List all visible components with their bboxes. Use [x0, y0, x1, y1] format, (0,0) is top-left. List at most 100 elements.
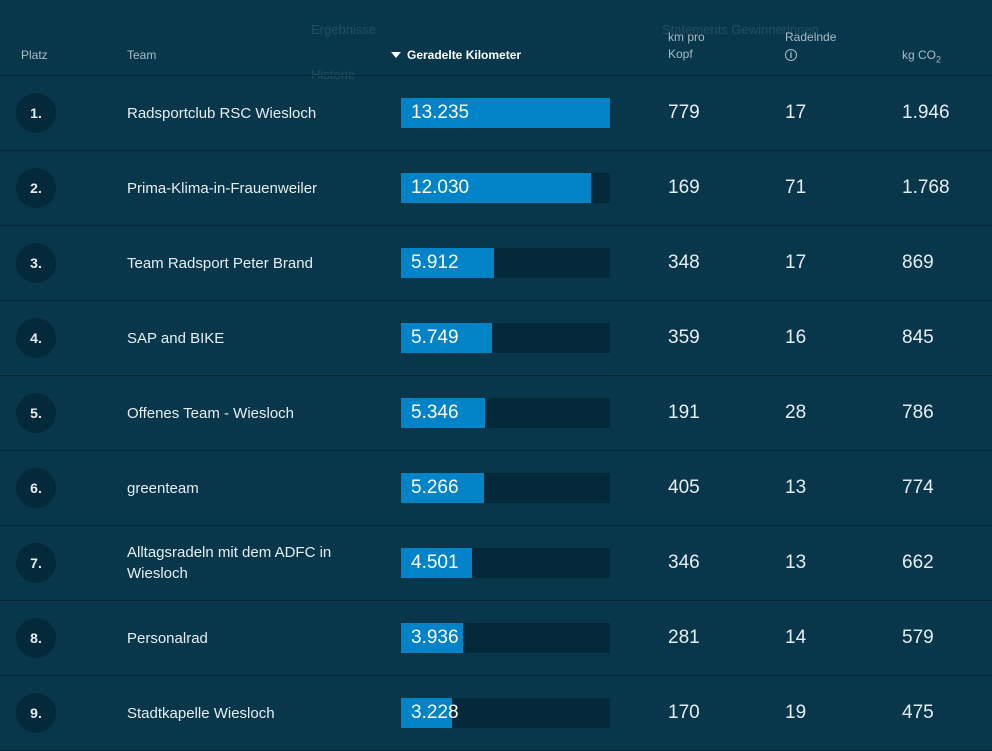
km-bar-fill	[401, 173, 591, 203]
table-row[interactable]: 2. Prima-Klima-in-Frauenweiler 12.030 16…	[0, 151, 992, 226]
km-value: 13.235	[411, 102, 470, 123]
ranking-table: 1. Radsportclub RSC Wiesloch 13.235 779 …	[0, 76, 992, 751]
co2-value: 1.768	[902, 177, 950, 198]
header-km-label: Geradelte Kilometer	[407, 48, 522, 62]
table-row[interactable]: 9. Stadtkapelle Wiesloch 3.228 170 19 47…	[0, 676, 992, 751]
rank-badge: 8.	[16, 618, 56, 658]
background-tab-statements: Statements Gewinnerinnen	[662, 22, 819, 37]
background-tab-history: Historie	[311, 67, 356, 82]
rank-badge: 3.	[16, 243, 56, 283]
km-bar: 5.749	[401, 323, 610, 353]
km-value: 5.346	[411, 402, 459, 423]
rank-badge: 1.	[16, 93, 56, 133]
team-name[interactable]: Stadtkapelle Wiesloch	[127, 704, 275, 722]
km-per-head-value: 359	[668, 327, 700, 348]
km-value: 5.912	[411, 252, 459, 273]
km-per-head-value: 405	[668, 477, 700, 498]
km-per-head-value: 281	[668, 627, 700, 648]
riders-value: 17	[785, 252, 807, 273]
km-per-head-value: 169	[668, 177, 700, 198]
co2-value: 579	[902, 627, 934, 648]
rank-badge: 5.	[16, 393, 56, 433]
km-bar: 3.936	[401, 623, 610, 653]
km-bar: 5.266	[401, 473, 610, 503]
riders-value: 71	[785, 177, 807, 198]
header-km-per-head-line1: km pro	[668, 30, 705, 44]
km-value: 3.936	[411, 627, 459, 648]
km-bar: 12.030	[401, 173, 610, 203]
header-team[interactable]: Team	[127, 48, 157, 62]
table-row[interactable]: 7. Alltagsradeln mit dem ADFC in Wiesloc…	[0, 526, 992, 601]
km-bar: 5.346	[401, 398, 610, 428]
team-name[interactable]: Team Radsport Peter Brand	[127, 254, 313, 272]
km-bar-fill	[401, 548, 473, 578]
table-row[interactable]: 6. greenteam 5.266 405 13 774	[0, 451, 992, 526]
table-row[interactable]: 1. Radsportclub RSC Wiesloch 13.235 779 …	[0, 76, 992, 151]
header-co2-label: kg CO	[902, 48, 937, 62]
km-value: 5.749	[411, 327, 459, 348]
rank-badge: 4.	[16, 318, 56, 358]
riders-value: 19	[785, 702, 807, 723]
km-per-head-value: 191	[668, 402, 700, 423]
header-km-per-head-line2: Kopf	[668, 47, 693, 61]
rank-badge: 2.	[16, 168, 56, 208]
km-bar-fill	[401, 248, 495, 278]
km-bar-fill	[401, 323, 492, 353]
table-row[interactable]: 8. Personalrad 3.936 281 14 579	[0, 601, 992, 676]
header-km-sort[interactable]: Geradelte Kilometer	[391, 47, 521, 64]
rank-badge: 7.	[16, 543, 56, 583]
km-bar: 4.501	[401, 548, 610, 578]
km-per-head-value: 779	[668, 102, 700, 123]
co2-value: 786	[902, 402, 934, 423]
header-co2-subscript: 2	[936, 54, 942, 65]
background-tab-results: Ergebnisse	[311, 22, 377, 37]
km-bar: 5.912	[401, 248, 610, 278]
header-co2[interactable]: kg CO2	[902, 47, 941, 68]
km-bar-fill	[401, 623, 464, 653]
km-bar: 3.228	[401, 698, 610, 728]
team-name[interactable]: Alltagsradeln mit dem ADFC in Wiesloch	[127, 544, 332, 582]
team-name[interactable]: Radsportclub RSC Wiesloch	[127, 104, 317, 122]
km-value: 12.030	[411, 177, 470, 198]
riders-value: 16	[785, 327, 807, 348]
team-name[interactable]: greenteam	[127, 479, 199, 497]
sort-desc-icon	[391, 52, 401, 58]
table-row[interactable]: 5. Offenes Team - Wiesloch 5.346 191 28 …	[0, 376, 992, 451]
riders-value: 13	[785, 477, 807, 498]
table-header: Platz Team Geradelte Kilometer km pro Ko…	[0, 0, 992, 76]
table-row[interactable]: 4. SAP and BIKE 5.749 359 16 845	[0, 301, 992, 376]
km-bar-fill	[401, 698, 452, 728]
riders-value: 13	[785, 552, 807, 573]
team-name[interactable]: Personalrad	[127, 629, 208, 647]
table-row[interactable]: 3. Team Radsport Peter Brand 5.912 348 1…	[0, 226, 992, 301]
km-per-head-value: 348	[668, 252, 700, 273]
header-riders[interactable]: Radelnde i	[785, 29, 836, 63]
team-name[interactable]: Prima-Klima-in-Frauenweiler	[127, 179, 318, 197]
header-riders-label: Radelnde	[785, 30, 837, 44]
km-bar: 13.235	[401, 98, 610, 128]
co2-value: 1.946	[902, 102, 950, 123]
riders-value: 14	[785, 627, 807, 648]
co2-value: 475	[902, 702, 934, 723]
header-km-per-head[interactable]: km pro Kopf	[668, 29, 705, 63]
km-value: 4.501	[411, 552, 459, 573]
info-icon[interactable]: i	[785, 49, 797, 61]
co2-value: 869	[902, 252, 934, 273]
co2-value: 774	[902, 477, 934, 498]
km-per-head-value: 346	[668, 552, 700, 573]
riders-value: 17	[785, 102, 807, 123]
co2-value: 662	[902, 552, 934, 573]
co2-value: 845	[902, 327, 934, 348]
team-name[interactable]: Offenes Team - Wiesloch	[127, 404, 295, 422]
km-value: 5.266	[411, 477, 459, 498]
km-value: 3.228	[411, 702, 459, 723]
km-bar-fill	[401, 473, 485, 503]
rank-badge: 9.	[16, 693, 56, 733]
header-rank[interactable]: Platz	[21, 48, 48, 62]
km-bar-fill	[401, 98, 610, 128]
team-name[interactable]: SAP and BIKE	[127, 329, 225, 347]
km-bar-fill	[401, 398, 486, 428]
km-per-head-value: 170	[668, 702, 700, 723]
riders-value: 28	[785, 402, 807, 423]
rank-badge: 6.	[16, 468, 56, 508]
